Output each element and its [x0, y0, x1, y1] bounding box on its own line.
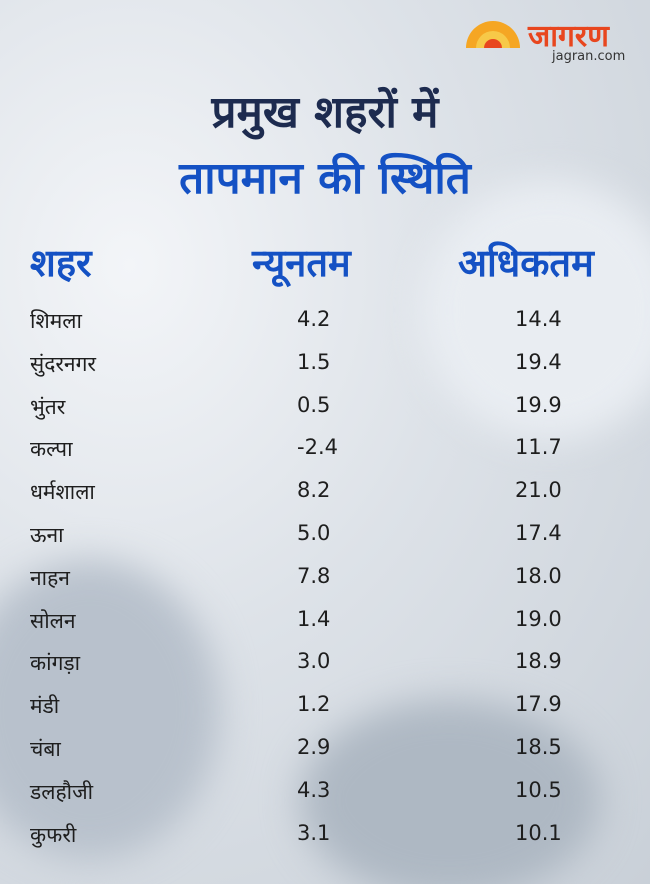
city-name: सोलन	[30, 608, 76, 633]
temperature: 21.0	[515, 478, 562, 503]
logo-site: jagran.com	[552, 49, 626, 64]
temperature: 7.8	[297, 563, 331, 588]
city-name: चंबा	[30, 737, 61, 761]
city-name: ऊना	[30, 523, 64, 547]
city-name: नाहन	[30, 565, 70, 590]
background-shape	[300, 700, 600, 884]
temperature: 19.9	[515, 392, 562, 417]
background-shape	[420, 180, 650, 440]
temperature: 3.0	[297, 649, 331, 674]
logo-sun	[466, 21, 520, 48]
temperature: 14.4	[515, 307, 562, 331]
temperature: 18.5	[515, 735, 562, 759]
logo-text: जागरण	[528, 19, 609, 54]
temperature: 3.1	[297, 820, 331, 845]
temperature: 4.3	[297, 777, 331, 802]
column-header: अधिकतम	[458, 241, 594, 285]
city-name: धर्मशाला	[30, 480, 95, 505]
city-name: कल्पा	[30, 437, 73, 462]
temperature: 10.1	[515, 820, 562, 845]
temperature: 19.0	[515, 606, 562, 631]
temperature: 19.4	[515, 349, 562, 374]
background-shape	[0, 560, 220, 860]
temperature: 2.9	[297, 735, 331, 759]
city-name: शिमला	[30, 309, 82, 333]
title: तापमान की स्थिति	[179, 153, 471, 204]
city-name: कांगड़ा	[30, 651, 81, 676]
title: प्रमुख शहरों में	[211, 87, 439, 138]
city-name: डलहौजी	[30, 779, 94, 804]
city-name: सुंदरनगर	[30, 351, 97, 376]
temperature: 1.5	[297, 349, 331, 374]
city-name: मंडी	[30, 694, 60, 719]
temperature: 8.2	[297, 478, 331, 503]
temperature: 10.5	[515, 777, 562, 802]
temperature: 0.5	[297, 392, 331, 417]
city-name: कुफरी	[30, 822, 77, 847]
temperature: 18.9	[515, 649, 562, 674]
temperature: 17.4	[515, 521, 562, 545]
temperature: 5.0	[297, 521, 331, 545]
temperature: 4.2	[297, 307, 331, 331]
temperature: 11.7	[515, 435, 562, 460]
column-header: शहर	[30, 241, 92, 285]
city-name: भुंतर	[30, 394, 66, 419]
temperature: -2.4	[297, 435, 338, 460]
temperature: 18.0	[515, 563, 562, 588]
temperature: 17.9	[515, 692, 562, 717]
temperature: 1.2	[297, 692, 331, 717]
temperature: 1.4	[297, 606, 331, 631]
column-header: न्यूनतम	[252, 241, 351, 285]
